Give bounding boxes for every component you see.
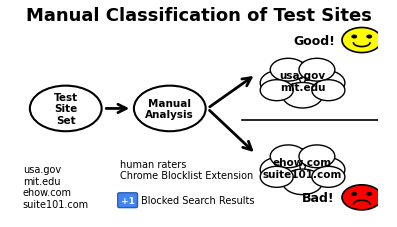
Circle shape bbox=[299, 145, 335, 168]
Circle shape bbox=[352, 36, 357, 39]
Text: human raters
Chrome Blocklist Extension: human raters Chrome Blocklist Extension bbox=[119, 159, 253, 180]
Text: usa.gov
mit.edu
ehow.com
suite101.com: usa.gov mit.edu ehow.com suite101.com bbox=[23, 164, 89, 209]
Circle shape bbox=[352, 192, 357, 196]
Circle shape bbox=[30, 86, 102, 132]
Circle shape bbox=[260, 80, 293, 101]
Circle shape bbox=[260, 71, 301, 96]
Circle shape bbox=[282, 169, 323, 195]
Text: Manual Classification of Test Sites: Manual Classification of Test Sites bbox=[25, 7, 372, 25]
Text: Manual
Analysis: Manual Analysis bbox=[145, 98, 194, 120]
Circle shape bbox=[305, 71, 345, 96]
Text: Test
Site
Set: Test Site Set bbox=[54, 92, 78, 126]
Circle shape bbox=[312, 80, 345, 101]
Circle shape bbox=[277, 149, 328, 182]
Text: Bad!: Bad! bbox=[302, 191, 335, 204]
Circle shape bbox=[367, 192, 372, 196]
Circle shape bbox=[270, 145, 306, 168]
Circle shape bbox=[260, 157, 301, 183]
Text: ehow.com
suite101.com: ehow.com suite101.com bbox=[263, 157, 342, 179]
Circle shape bbox=[270, 59, 306, 82]
Circle shape bbox=[277, 63, 328, 96]
Text: usa.gov
mit.edu: usa.gov mit.edu bbox=[279, 71, 326, 92]
Circle shape bbox=[367, 36, 372, 39]
Circle shape bbox=[342, 28, 382, 53]
Circle shape bbox=[312, 167, 345, 188]
Text: Good!: Good! bbox=[293, 34, 335, 47]
Circle shape bbox=[260, 167, 293, 188]
Circle shape bbox=[282, 83, 323, 109]
Text: +1: +1 bbox=[121, 196, 135, 205]
Circle shape bbox=[305, 157, 345, 183]
Circle shape bbox=[134, 86, 206, 132]
Text: Blocked Search Results: Blocked Search Results bbox=[141, 195, 254, 205]
FancyBboxPatch shape bbox=[118, 193, 137, 208]
Circle shape bbox=[299, 59, 335, 82]
Circle shape bbox=[342, 185, 382, 210]
